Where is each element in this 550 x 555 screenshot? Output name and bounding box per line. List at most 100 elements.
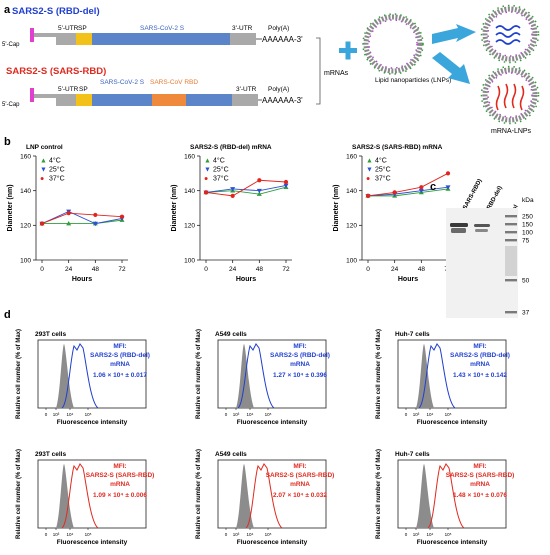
construct1-cap-label: 5'-Cap	[2, 42, 20, 48]
lnp-label-text: Lipid nanoparticles (LNPs)	[375, 77, 451, 84]
y-axis-label: Diameter (nm)	[171, 184, 178, 231]
histogram-frame	[217, 339, 327, 409]
construct2-sp-label: SP	[79, 86, 88, 93]
flow-histograms: 293T cells 0 10³ 10⁴ 10⁵ Fluorescence intensi…	[16, 329, 514, 546]
x-tick-label: 10⁴	[427, 412, 434, 417]
band-lane1-lower	[451, 228, 466, 233]
y-axis-label: Relative cell number (% of Max)	[16, 329, 22, 419]
sample-histogram	[237, 343, 275, 409]
x-tick-label: 10⁵	[445, 412, 452, 417]
panel-letter-a: a	[4, 4, 11, 16]
construct2-cds-label: SARS-CoV-2 S	[100, 79, 145, 86]
legend-label: 25°C	[49, 166, 65, 174]
x-tick-label: 24	[391, 266, 399, 273]
x-tick-label: 0	[405, 412, 408, 417]
x-axis-label: Fluorescence intensity	[237, 539, 308, 546]
ladder-smear	[505, 246, 517, 276]
y-axis-label: Relative cell number (% of Max)	[376, 449, 382, 539]
y-axis-label: Relative cell number (% of Max)	[196, 449, 202, 539]
series-line-37°C	[367, 172, 449, 197]
data-point	[256, 188, 262, 194]
data-point	[119, 214, 125, 219]
x-tick-label: 10⁵	[85, 412, 92, 417]
histogram-panel: Huh-7 cells 0 10³ 10⁴ 10⁵ Fluorescence intens…	[376, 329, 510, 426]
mfi-value: 1.48 × 10⁴ ± 0.076	[453, 492, 507, 499]
legend-marker: ▲	[204, 158, 211, 165]
rbd-block	[152, 94, 186, 106]
x-tick-label: 72	[118, 266, 126, 273]
data-point	[66, 211, 71, 216]
utr5-link-2	[34, 94, 56, 98]
sp-block	[76, 33, 92, 45]
cell-line-label: 293T cells	[35, 331, 66, 338]
kda-label: kDa	[522, 197, 534, 204]
isotype-peak	[56, 344, 74, 408]
x-tick-label: 10⁴	[247, 412, 254, 417]
x-tick-label: 10⁵	[265, 532, 272, 537]
x-tick-label: 10³	[413, 532, 420, 537]
legend-marker: ●	[40, 176, 44, 183]
isotype-peak	[56, 464, 74, 528]
mrna-lnp-blue-particle	[480, 4, 540, 64]
x-tick-label: 10⁴	[67, 532, 74, 537]
histogram-frame	[37, 339, 147, 409]
x-tick-label: 0	[405, 532, 408, 537]
mfi-suffix: mRNA	[470, 481, 490, 488]
western-blot: SARS2-S (SARS-RBD)SARS2-S (RBD-del)LNP c…	[446, 178, 534, 318]
x-tick-label: 0	[366, 266, 370, 273]
y-tick-label: 140	[184, 188, 195, 195]
data-point	[257, 178, 262, 183]
y-tick-label: 120	[184, 223, 195, 230]
mrna-lnp-label: mRNA-LNPs	[491, 128, 532, 135]
mfi-value: 1.06 × 10⁴ ± 0.017	[93, 372, 147, 379]
mfi-value: 1.09 × 10⁴ ± 0.006	[93, 492, 147, 499]
x-tick-label: 10³	[413, 412, 420, 417]
marker-label: 37	[522, 310, 530, 317]
plus-icon	[339, 41, 357, 60]
mfi-value: 2.07 × 10⁴ ± 0.032	[273, 492, 327, 499]
mfi-suffix: mRNA	[110, 361, 130, 368]
y-tick-label: 120	[346, 223, 357, 230]
data-point	[93, 212, 98, 218]
mfi-suffix: mRNA	[290, 361, 310, 368]
line-chart-2: SARS2-S (RBD-del) mRNA 100 120 140 160 0 24 48 7…	[171, 144, 292, 283]
mrnas-label: mRNAs	[324, 70, 349, 77]
y-axis-label: Relative cell number (% of Max)	[16, 449, 22, 539]
isotype-peak	[236, 464, 254, 528]
construct1-cds-label: SARS-CoV-2 S	[140, 25, 185, 32]
x-tick-label: 10³	[53, 532, 60, 537]
utr5-link	[34, 33, 56, 37]
mfi-construct: SARS2-S (SARS-RBD)	[446, 472, 515, 479]
construct2-polya-label: Poly(A)	[268, 86, 289, 93]
y-axis-label: Diameter (nm)	[7, 184, 14, 231]
y-axis-label: Relative cell number (% of Max)	[376, 329, 382, 419]
mfi-suffix: mRNA	[110, 481, 130, 488]
panel-letter-d: d	[4, 309, 11, 321]
mfi-value: 1.43 × 10⁴ ± 0.142	[453, 372, 507, 379]
x-axis-label: Fluorescence intensity	[237, 419, 308, 426]
isotype-peak	[416, 344, 434, 408]
y-tick-label: 100	[346, 257, 357, 264]
y-tick-label: 160	[20, 153, 31, 160]
x-tick-label: 0	[45, 412, 48, 417]
construct2-rbd-label: SARS-CoV RBD	[150, 79, 198, 86]
data-point	[283, 179, 289, 185]
ladder-band	[505, 239, 517, 242]
line-chart-3: SARS2-S (SARS-RBD) mRNA 100 120 140 160 0 24 48…	[333, 144, 454, 283]
sample-histogram	[427, 463, 465, 529]
mfi-label: MFI:	[293, 343, 306, 350]
cell-line-label: A549 cells	[215, 451, 247, 458]
band-lane2	[474, 224, 490, 227]
histogram-frame	[397, 459, 507, 529]
x-tick-label: 10⁵	[85, 532, 92, 537]
x-axis-label: Hours	[72, 276, 92, 283]
histogram-frame	[217, 459, 327, 529]
x-tick-label: 10⁴	[247, 532, 254, 537]
series-line-4°C	[368, 188, 449, 197]
data-point	[256, 191, 262, 196]
histogram-panel: 293T cells 0 10³ 10⁴ 10⁵ Fluorescence intensi…	[16, 449, 154, 546]
histogram-panel: Huh-7 cells 0 10³ 10⁴ 10⁵ Fluorescence intens…	[376, 449, 514, 546]
construct1-utr3-label: 3'-UTR	[232, 25, 253, 32]
cell-line-label: Huh-7 cells	[395, 451, 430, 458]
